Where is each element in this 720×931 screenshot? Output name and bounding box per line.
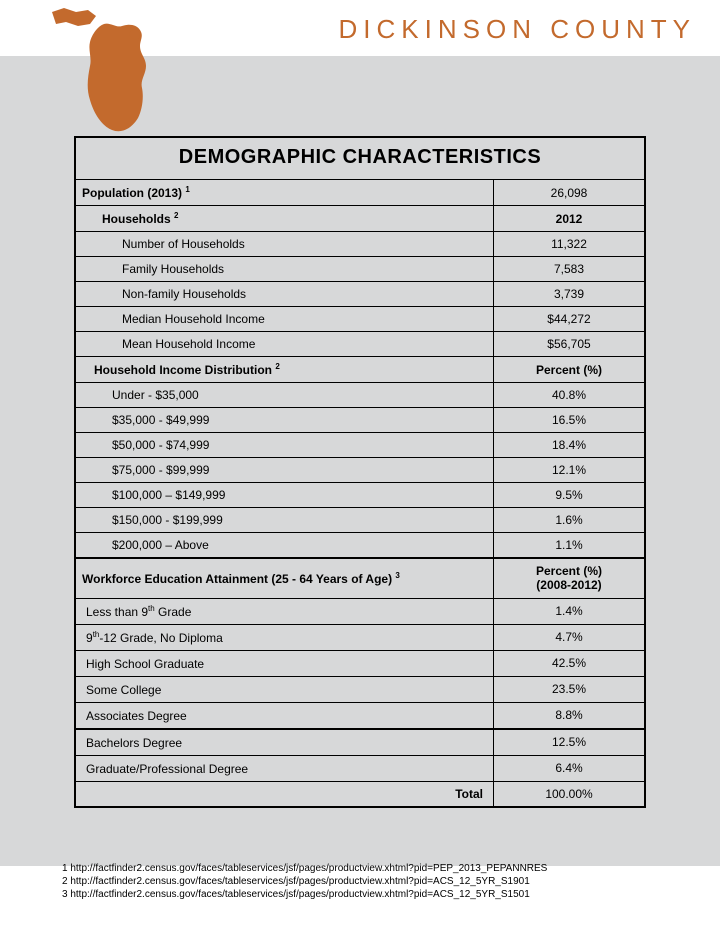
table-row: $200,000 – Above1.1% (76, 533, 644, 558)
row-label: Under - $35,000 (76, 383, 494, 407)
table-row: $75,000 - $99,99912.1% (76, 458, 644, 483)
table-row: Less than 9th Grade1.4% (76, 599, 644, 625)
education-header-value: Percent (%) (2008-2012) (494, 559, 644, 598)
row-value: 7,583 (494, 257, 644, 281)
table-row: High School Graduate42.5% (76, 651, 644, 677)
table-title: DEMOGRAPHIC CHARACTERISTICS (76, 138, 644, 180)
education-header-row: Workforce Education Attainment (25 - 64 … (76, 557, 644, 599)
row-value: 40.8% (494, 383, 644, 407)
households-header-value: 2012 (494, 206, 644, 231)
table-row: 9th-12 Grade, No Diploma4.7% (76, 625, 644, 651)
row-label: $35,000 - $49,999 (76, 408, 494, 432)
row-label: Mean Household Income (76, 332, 494, 356)
row-value: 6.4% (494, 756, 644, 781)
footnote: 1 http://factfinder2.census.gov/faces/ta… (62, 862, 547, 875)
content-area: DEMOGRAPHIC CHARACTERISTICS Population (… (0, 56, 720, 866)
education-header-label: Workforce Education Attainment (25 - 64 … (76, 559, 494, 598)
row-label: Family Households (76, 257, 494, 281)
population-row: Population (2013) 1 26,098 (76, 180, 644, 206)
row-label: 9th-12 Grade, No Diploma (76, 625, 494, 650)
income-header-value: Percent (%) (494, 357, 644, 382)
row-label: $200,000 – Above (76, 533, 494, 557)
row-value: 42.5% (494, 651, 644, 676)
row-value: 11,322 (494, 232, 644, 256)
row-label: $100,000 – $149,999 (76, 483, 494, 507)
table-row: $100,000 – $149,9999.5% (76, 483, 644, 508)
row-value: 23.5% (494, 677, 644, 702)
row-label: $50,000 - $74,999 (76, 433, 494, 457)
table-row: Some College23.5% (76, 677, 644, 703)
row-value: 12.1% (494, 458, 644, 482)
row-label: Some College (76, 677, 494, 702)
row-label: $75,000 - $99,999 (76, 458, 494, 482)
table-row: Family Households7,583 (76, 257, 644, 282)
table-row: $150,000 - $199,9991.6% (76, 508, 644, 533)
michigan-logo-icon (46, 6, 166, 136)
table-row: Under - $35,00040.8% (76, 383, 644, 408)
row-label: High School Graduate (76, 651, 494, 676)
row-label: $150,000 - $199,999 (76, 508, 494, 532)
table-row: Number of Households11,322 (76, 232, 644, 257)
total-value: 100.00% (494, 782, 644, 806)
page-header-title: DICKINSON COUNTY (339, 14, 696, 45)
row-label: Graduate/Professional Degree (76, 756, 494, 781)
row-value: 18.4% (494, 433, 644, 457)
total-row: Total 100.00% (76, 782, 644, 806)
row-value: 1.1% (494, 533, 644, 557)
income-header-row: Household Income Distribution 2 Percent … (76, 357, 644, 383)
total-label: Total (76, 782, 494, 806)
population-label: Population (2013) 1 (76, 180, 494, 205)
row-label: Associates Degree (76, 703, 494, 728)
row-label: Median Household Income (76, 307, 494, 331)
population-value: 26,098 (494, 180, 644, 205)
table-row: Graduate/Professional Degree6.4% (76, 756, 644, 782)
households-header-label: Households 2 (76, 206, 494, 231)
footnote: 2 http://factfinder2.census.gov/faces/ta… (62, 875, 547, 888)
row-value: $44,272 (494, 307, 644, 331)
row-value: 9.5% (494, 483, 644, 507)
table-row: Associates Degree8.8% (76, 703, 644, 729)
table-row: Non-family Households3,739 (76, 282, 644, 307)
row-label: Less than 9th Grade (76, 599, 494, 624)
table-row: Mean Household Income$56,705 (76, 332, 644, 357)
row-value: 16.5% (494, 408, 644, 432)
row-label: Number of Households (76, 232, 494, 256)
row-value: 4.7% (494, 625, 644, 650)
footnote: 3 http://factfinder2.census.gov/faces/ta… (62, 888, 547, 901)
row-value: 3,739 (494, 282, 644, 306)
table-row: $50,000 - $74,99918.4% (76, 433, 644, 458)
row-value: 1.6% (494, 508, 644, 532)
row-label: Non-family Households (76, 282, 494, 306)
row-value: 1.4% (494, 599, 644, 624)
row-value: 8.8% (494, 703, 644, 728)
table-row: Bachelors Degree12.5% (76, 728, 644, 756)
footnotes: 1 http://factfinder2.census.gov/faces/ta… (62, 862, 547, 901)
row-value: 12.5% (494, 730, 644, 755)
table-row: Median Household Income$44,272 (76, 307, 644, 332)
row-label: Bachelors Degree (76, 730, 494, 755)
demographics-table: DEMOGRAPHIC CHARACTERISTICS Population (… (74, 136, 646, 808)
row-value: $56,705 (494, 332, 644, 356)
households-header-row: Households 2 2012 (76, 206, 644, 232)
income-header-label: Household Income Distribution 2 (76, 357, 494, 382)
table-row: $35,000 - $49,99916.5% (76, 408, 644, 433)
